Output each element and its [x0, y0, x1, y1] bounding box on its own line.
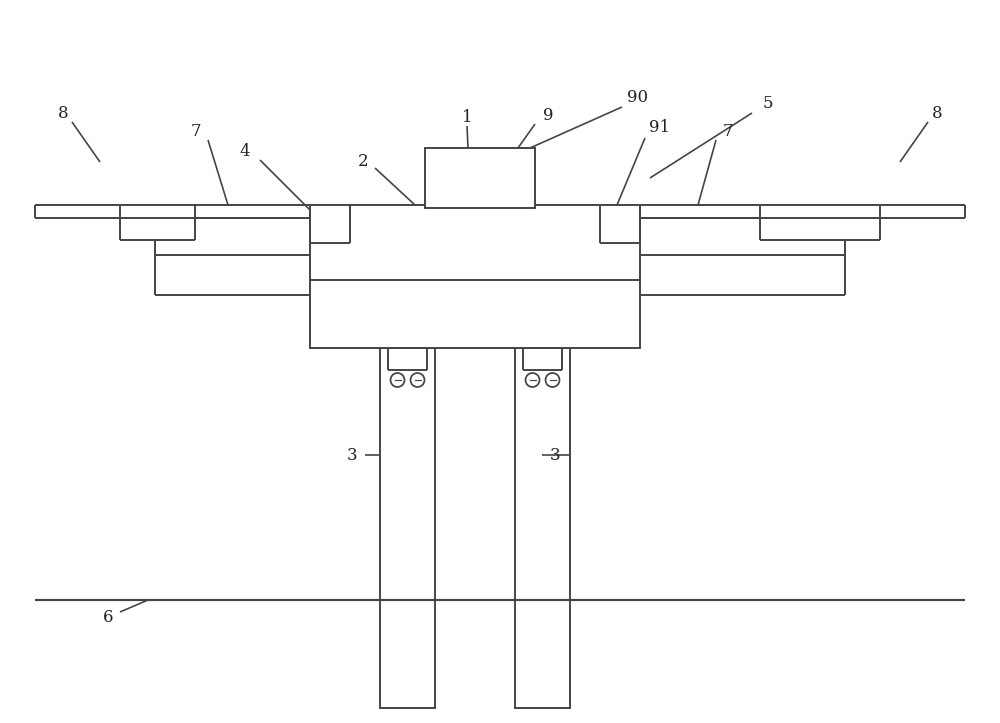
Text: 3: 3	[347, 447, 357, 463]
Text: 4: 4	[240, 143, 250, 161]
Bar	[310, 278, 640, 348]
Text: 9: 9	[543, 106, 553, 124]
Bar	[310, 205, 640, 280]
Text: 7: 7	[191, 124, 201, 140]
Text: 91: 91	[649, 119, 671, 137]
Text: 90: 90	[627, 90, 649, 106]
Text: 7: 7	[723, 124, 733, 140]
Bar	[380, 348, 435, 708]
Text: 8: 8	[58, 105, 68, 121]
Text: 1: 1	[462, 109, 472, 127]
Bar	[515, 348, 570, 708]
Text: 6: 6	[103, 609, 113, 627]
Text: 2: 2	[358, 153, 368, 171]
Text: 5: 5	[763, 95, 773, 111]
Text: 3: 3	[550, 447, 560, 463]
Bar	[425, 148, 535, 208]
Text: 8: 8	[932, 105, 942, 121]
